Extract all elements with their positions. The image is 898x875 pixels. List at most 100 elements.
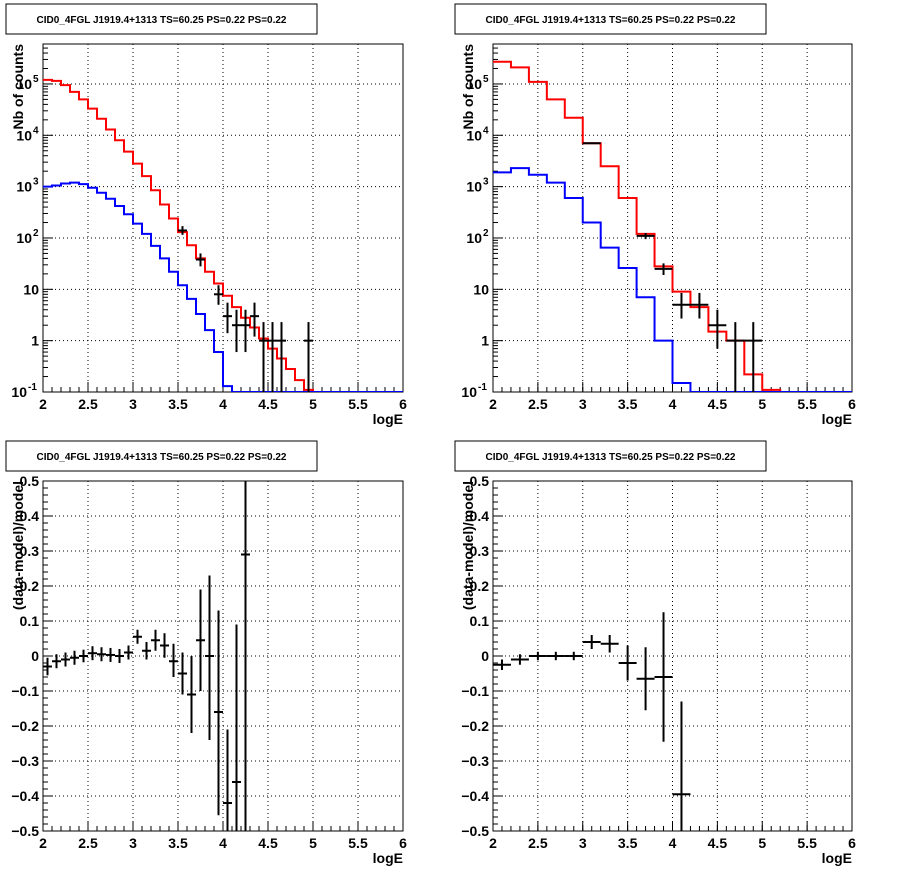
x-tick-label: 6 — [399, 396, 407, 412]
y-tick-label: 10 — [466, 230, 482, 246]
y-tick-label: 10 — [16, 127, 32, 143]
y-tick-label: 0.5 — [20, 473, 40, 489]
total-model-histogram — [43, 78, 403, 392]
source-model-histogram — [43, 181, 403, 392]
y-axis-label: Nb of counts — [10, 44, 26, 130]
y-tick-exponent: 3 — [33, 177, 39, 188]
x-tick-label: 4 — [669, 396, 677, 412]
x-tick-label: 5 — [309, 835, 317, 851]
y-tick-label: 0.2 — [20, 578, 40, 594]
y-tick-exponent: 2 — [33, 228, 39, 239]
x-tick-label: 5.5 — [797, 396, 817, 412]
x-tick-label: 5.5 — [797, 835, 817, 851]
y-tick-label: −0.1 — [11, 683, 39, 699]
x-axis-label: logE — [373, 411, 403, 427]
y-tick-label: 0.4 — [20, 508, 40, 524]
x-tick-label: 5.5 — [348, 396, 368, 412]
y-tick-exponent: 2 — [483, 228, 489, 239]
x-tick-label: 4.5 — [258, 835, 278, 851]
x-tick-label: 3.5 — [618, 396, 638, 412]
y-tick-label: 0 — [31, 648, 39, 664]
y-tick-label: −0.4 — [461, 788, 489, 804]
y-tick-label: −0.3 — [461, 753, 489, 769]
chart-panel-3: 2 2.5 3 3.5 4 4.5 5 5.5 6 −0.5 −0.4 −0.3 −0.2 −0.1 0 0.… — [5, 440, 407, 866]
x-tick-label: 5 — [758, 835, 766, 851]
chart-panel-4: 2 2.5 3 3.5 4 4.5 5 5.5 6 −0.5 −0.4 −0.3 −0.2 −0.1 0 0.… — [454, 440, 856, 866]
x-tick-label: 2.5 — [78, 396, 98, 412]
y-axis-label: (data-model)/model — [460, 481, 476, 610]
y-tick-label: 10 — [466, 127, 482, 143]
y-tick-label: 0.5 — [470, 473, 490, 489]
y-tick-label: 0.1 — [20, 613, 40, 629]
data-layer — [43, 481, 250, 831]
y-tick-exponent: 4 — [483, 125, 489, 136]
title-box — [5, 440, 318, 472]
y-tick-label: −0.4 — [11, 788, 39, 804]
y-tick-label: 10 — [466, 179, 482, 195]
x-tick-label: 4 — [219, 835, 227, 851]
y-tick-label: 1 — [31, 333, 39, 349]
x-tick-label: 3 — [579, 835, 587, 851]
chart-title: CID0_4FGL J1919.4+1313 TS=60.25 PS=0.22 … — [486, 15, 736, 26]
y-tick-label: 1 — [481, 333, 489, 349]
y-tick-label: 0 — [481, 648, 489, 664]
y-tick-label: 0.1 — [470, 613, 490, 629]
y-tick-exponent: -1 — [28, 382, 37, 393]
x-tick-label: 5 — [758, 396, 766, 412]
x-tick-label: 3 — [129, 396, 137, 412]
y-tick-exponent: 5 — [483, 74, 489, 85]
x-tick-label: 2 — [39, 835, 47, 851]
y-tick-exponent: 4 — [33, 125, 39, 136]
x-tick-label: 4 — [219, 396, 227, 412]
y-tick-label: 10 — [461, 384, 477, 400]
x-tick-label: 2 — [489, 396, 497, 412]
y-tick-label: 10 — [16, 230, 32, 246]
x-tick-label: 2.5 — [528, 396, 548, 412]
y-tick-label: 0.2 — [470, 578, 490, 594]
x-axis-label: logE — [822, 850, 852, 866]
x-axis-label: logE — [373, 850, 403, 866]
plot-frame — [492, 43, 853, 393]
x-tick-label: 2 — [39, 396, 47, 412]
x-tick-label: 6 — [848, 835, 856, 851]
x-tick-label: 2.5 — [528, 835, 548, 851]
x-tick-label: 3 — [579, 396, 587, 412]
y-tick-label: 10 — [16, 179, 32, 195]
y-tick-label: 10 — [23, 281, 39, 297]
y-tick-label: 10 — [466, 76, 482, 92]
x-tick-label: 6 — [848, 396, 856, 412]
y-tick-exponent: -1 — [478, 382, 487, 393]
x-tick-label: 5.5 — [348, 835, 368, 851]
x-axis-label: logE — [822, 411, 852, 427]
x-tick-label: 5 — [309, 396, 317, 412]
source-model-histogram — [493, 167, 852, 392]
plot-frame — [42, 43, 404, 393]
x-tick-label: 4.5 — [708, 396, 728, 412]
x-tick-label: 3 — [129, 835, 137, 851]
y-tick-label: −0.1 — [461, 683, 489, 699]
y-tick-label: 0.3 — [470, 543, 490, 559]
y-tick-label: −0.2 — [11, 718, 39, 734]
x-tick-label: 2.5 — [78, 835, 98, 851]
x-tick-label: 3.5 — [168, 396, 188, 412]
x-tick-label: 4.5 — [258, 396, 278, 412]
data-layer — [43, 78, 403, 392]
y-tick-exponent: 5 — [33, 74, 39, 85]
x-tick-label: 2 — [489, 835, 497, 851]
y-tick-label: 0.4 — [470, 508, 490, 524]
x-tick-label: 3.5 — [168, 835, 188, 851]
y-tick-label: 10 — [11, 384, 27, 400]
x-tick-label: 4.5 — [708, 835, 728, 851]
total-model-histogram — [493, 60, 852, 392]
x-tick-label: 6 — [399, 835, 407, 851]
x-tick-label: 4 — [669, 835, 677, 851]
y-axis-label: Nb of counts — [460, 44, 476, 130]
data-layer — [493, 612, 691, 831]
y-tick-exponent: 3 — [483, 177, 489, 188]
y-tick-label: −0.5 — [461, 823, 489, 839]
data-layer — [493, 60, 852, 392]
